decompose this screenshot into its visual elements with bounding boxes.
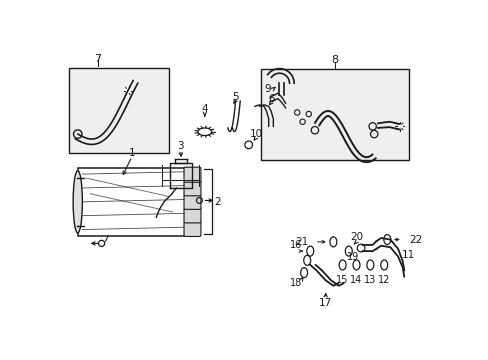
Text: 6: 6 bbox=[268, 94, 275, 104]
Text: 17: 17 bbox=[318, 298, 332, 309]
Text: 18: 18 bbox=[290, 278, 302, 288]
Text: 16: 16 bbox=[290, 240, 302, 250]
Bar bbox=[261, 69, 408, 160]
Bar bbox=[68, 68, 168, 153]
FancyBboxPatch shape bbox=[183, 221, 201, 237]
Ellipse shape bbox=[339, 260, 346, 270]
Text: 15: 15 bbox=[336, 275, 348, 285]
Text: 12: 12 bbox=[377, 275, 389, 285]
FancyBboxPatch shape bbox=[183, 208, 201, 223]
FancyBboxPatch shape bbox=[183, 167, 201, 182]
Text: 20: 20 bbox=[349, 232, 362, 242]
Text: 22: 22 bbox=[408, 235, 421, 244]
Text: 10: 10 bbox=[249, 129, 263, 139]
Text: 7: 7 bbox=[94, 54, 101, 64]
Text: 11: 11 bbox=[402, 250, 415, 260]
Text: 14: 14 bbox=[349, 275, 362, 285]
FancyBboxPatch shape bbox=[183, 181, 201, 196]
Circle shape bbox=[244, 141, 252, 149]
Text: 13: 13 bbox=[364, 275, 376, 285]
Text: 8: 8 bbox=[331, 55, 338, 65]
Ellipse shape bbox=[329, 237, 336, 247]
Text: 19: 19 bbox=[346, 252, 359, 262]
Ellipse shape bbox=[198, 128, 211, 136]
Text: 4: 4 bbox=[201, 104, 208, 114]
Bar bbox=[78, 168, 196, 236]
Text: 5: 5 bbox=[232, 92, 239, 102]
Text: 3: 3 bbox=[177, 141, 184, 150]
Circle shape bbox=[124, 87, 131, 94]
Ellipse shape bbox=[306, 246, 313, 256]
Ellipse shape bbox=[383, 235, 390, 244]
Ellipse shape bbox=[73, 171, 82, 233]
Text: 1: 1 bbox=[128, 148, 135, 158]
Ellipse shape bbox=[352, 260, 359, 270]
Ellipse shape bbox=[300, 267, 307, 278]
Ellipse shape bbox=[366, 260, 373, 270]
FancyBboxPatch shape bbox=[183, 194, 201, 210]
Text: 9: 9 bbox=[264, 84, 271, 94]
Text: 2: 2 bbox=[214, 197, 221, 207]
Text: 21: 21 bbox=[295, 237, 308, 247]
Ellipse shape bbox=[303, 255, 310, 265]
Ellipse shape bbox=[380, 260, 387, 270]
Ellipse shape bbox=[345, 246, 351, 256]
